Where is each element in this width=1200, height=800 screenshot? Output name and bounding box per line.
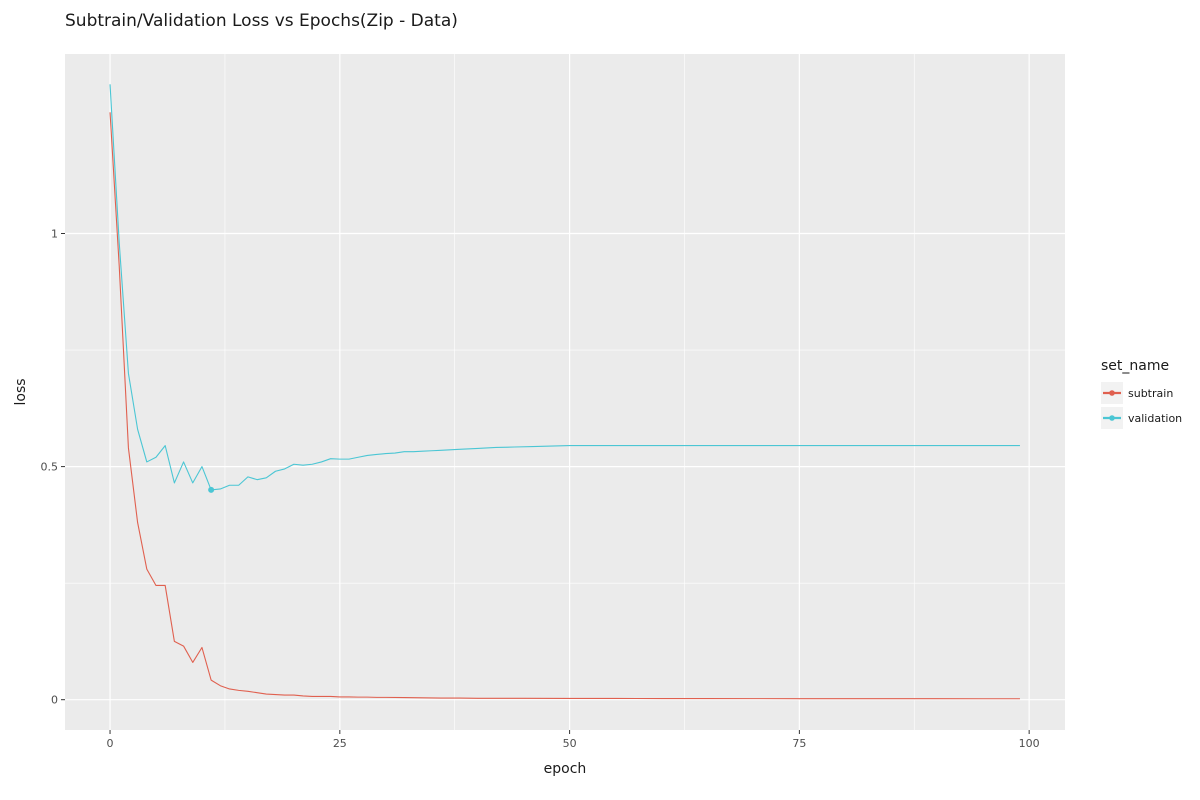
- legend: set_name subtrain validation: [1101, 358, 1182, 429]
- x-tick-label-2: 50: [563, 737, 577, 750]
- legend-label-subtrain: subtrain: [1128, 387, 1173, 400]
- y-tick-label-1: 0.5: [41, 461, 59, 474]
- series-lines: [109, 84, 1020, 700]
- plot-panel: [65, 54, 1065, 730]
- y-axis-title: loss: [13, 378, 29, 405]
- chart-title: Subtrain/Validation Loss vs Epochs(Zip -…: [65, 11, 458, 31]
- validation-min-point: [208, 486, 215, 493]
- highlight-points: [208, 486, 215, 493]
- y-tick-label-2: 1: [51, 227, 58, 240]
- x-tick-label-4: 100: [1019, 737, 1040, 750]
- x-tick-label-1: 25: [333, 737, 347, 750]
- major-gridlines: [65, 54, 1065, 730]
- legend-key-dot-validation: [1109, 415, 1115, 421]
- y-axis-ticks: 00.51: [41, 227, 65, 707]
- subtrain-line: [109, 112, 1020, 700]
- legend-label-validation: validation: [1128, 412, 1182, 425]
- y-tick-label-0: 0: [51, 694, 58, 707]
- legend-items: subtrain validation: [1101, 382, 1182, 429]
- minor-gridlines: [65, 54, 1065, 730]
- validation-line: [109, 84, 1020, 491]
- x-tick-label-0: 0: [107, 737, 114, 750]
- x-axis-ticks: 0 25 50 75 100: [107, 730, 1040, 750]
- x-axis-title: epoch: [544, 761, 587, 777]
- legend-title: set_name: [1101, 358, 1169, 374]
- legend-key-dot-subtrain: [1109, 390, 1115, 396]
- x-tick-label-3: 75: [792, 737, 806, 750]
